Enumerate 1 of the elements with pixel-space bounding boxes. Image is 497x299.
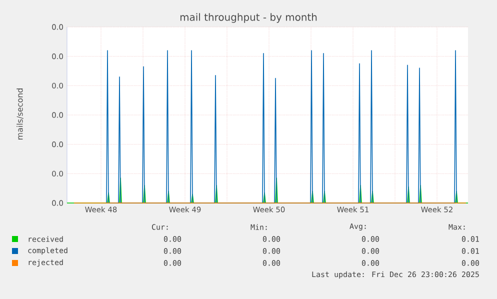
chart-title: mail throughput - by month — [180, 13, 317, 23]
